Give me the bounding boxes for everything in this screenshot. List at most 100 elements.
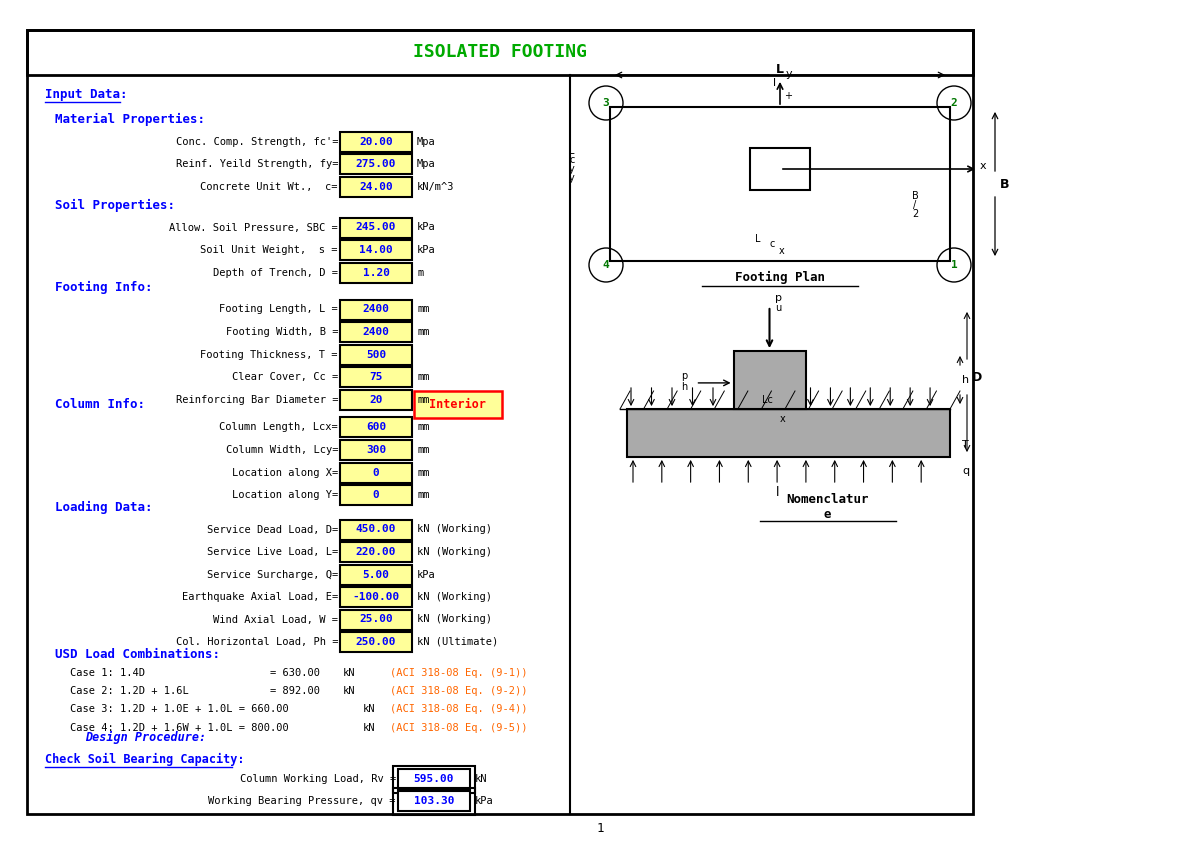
- Text: 595.00: 595.00: [414, 774, 455, 784]
- Text: Soil Unit Weight,  s =: Soil Unit Weight, s =: [200, 245, 338, 255]
- Text: x: x: [779, 246, 785, 256]
- Bar: [340, 610, 412, 629]
- Text: Design Procedure:: Design Procedure:: [85, 730, 206, 744]
- Text: Case 4: 1.2D + 1.6W + 1.0L = 800.00: Case 4: 1.2D + 1.6W + 1.0L = 800.00: [70, 723, 289, 733]
- Text: 3: 3: [602, 98, 610, 108]
- Text: Loading Data:: Loading Data:: [55, 500, 152, 514]
- Bar: [340, 367, 412, 387]
- Text: kN (Working): kN (Working): [418, 525, 492, 535]
- Text: kN: kN: [475, 774, 487, 784]
- Text: c: c: [569, 155, 575, 165]
- Text: B: B: [912, 191, 918, 201]
- Text: mm: mm: [418, 305, 430, 314]
- Text: Allow. Soil Pressure, SBC =: Allow. Soil Pressure, SBC =: [169, 222, 338, 233]
- Text: (ACI 318-08 Eq. (9-2)): (ACI 318-08 Eq. (9-2)): [390, 686, 528, 696]
- Text: 0: 0: [373, 468, 379, 477]
- Text: kN (Ultimate): kN (Ultimate): [418, 637, 498, 647]
- Text: Soil Properties:: Soil Properties:: [55, 199, 175, 211]
- Text: Depth of Trench, D =: Depth of Trench, D =: [214, 267, 338, 278]
- Text: 103.30: 103.30: [414, 796, 455, 806]
- Text: y: y: [569, 173, 575, 183]
- Text: 24.00: 24.00: [359, 182, 392, 192]
- Bar: [340, 542, 412, 562]
- Bar: [340, 262, 412, 283]
- Text: kPa: kPa: [475, 796, 493, 806]
- Bar: [340, 485, 412, 505]
- Bar: [398, 791, 470, 811]
- Bar: [340, 440, 412, 460]
- Text: Nomenclatur: Nomenclatur: [786, 492, 869, 505]
- Text: Input Data:: Input Data:: [46, 87, 127, 100]
- Text: Footing Length, L =: Footing Length, L =: [220, 305, 338, 314]
- Text: Location along Y=: Location along Y=: [232, 490, 338, 500]
- Text: 2400: 2400: [362, 327, 390, 337]
- Text: D: D: [972, 370, 983, 384]
- Bar: [340, 177, 412, 196]
- Bar: [28, 30, 973, 75]
- Text: Footing Info:: Footing Info:: [55, 280, 152, 294]
- Bar: [340, 217, 412, 238]
- Bar: [733, 351, 805, 409]
- Text: Material Properties:: Material Properties:: [55, 112, 205, 126]
- Text: USD Load Combinations:: USD Load Combinations:: [55, 648, 220, 661]
- Bar: [340, 632, 412, 652]
- Bar: [628, 409, 950, 457]
- Bar: [750, 148, 810, 190]
- Text: mm: mm: [418, 395, 430, 404]
- Text: B: B: [1001, 177, 1009, 190]
- Text: Check Soil Bearing Capacity:: Check Soil Bearing Capacity:: [46, 752, 245, 766]
- Text: h: h: [962, 375, 970, 385]
- Text: h: h: [682, 382, 688, 392]
- Text: Wind Axial Load, W =: Wind Axial Load, W =: [214, 615, 338, 625]
- Text: Clear Cover, Cc =: Clear Cover, Cc =: [232, 372, 338, 382]
- Text: 450.00: 450.00: [355, 525, 396, 535]
- Text: kN: kN: [343, 686, 355, 696]
- Text: 25.00: 25.00: [359, 615, 392, 625]
- Text: mm: mm: [418, 372, 430, 382]
- Bar: [28, 30, 973, 814]
- Text: 300: 300: [366, 445, 386, 455]
- Text: /: /: [913, 200, 917, 210]
- Text: y: y: [786, 69, 793, 79]
- Text: kN/m^3: kN/m^3: [418, 182, 455, 192]
- Text: Service Surcharge, Q=: Service Surcharge, Q=: [206, 570, 338, 580]
- Text: Col. Horizontal Load, Ph =: Col. Horizontal Load, Ph =: [175, 637, 338, 647]
- Text: 2400: 2400: [362, 305, 390, 314]
- Text: 20.00: 20.00: [359, 137, 392, 147]
- Text: x: x: [780, 414, 785, 424]
- Text: 1.20: 1.20: [362, 267, 390, 278]
- Text: c: c: [769, 239, 775, 249]
- Text: mm: mm: [418, 490, 430, 500]
- Text: Lc: Lc: [762, 395, 773, 405]
- Text: ISOLATED FOOTING: ISOLATED FOOTING: [413, 43, 587, 61]
- Text: -100.00: -100.00: [353, 592, 400, 602]
- Text: kN: kN: [364, 723, 376, 733]
- Text: Reinforcing Bar Diameter =: Reinforcing Bar Diameter =: [175, 395, 338, 404]
- Bar: [340, 463, 412, 482]
- Bar: [340, 418, 412, 437]
- Bar: [340, 565, 412, 584]
- Bar: [340, 300, 412, 319]
- Bar: [340, 390, 412, 409]
- Text: 250.00: 250.00: [355, 637, 396, 647]
- Text: q: q: [962, 466, 970, 476]
- Bar: [340, 154, 412, 174]
- Text: Case 1: 1.4D: Case 1: 1.4D: [70, 667, 145, 678]
- Text: Service Dead Load, D=: Service Dead Load, D=: [206, 525, 338, 535]
- Text: mm: mm: [418, 327, 430, 337]
- Text: kN (Working): kN (Working): [418, 547, 492, 557]
- Text: Footing Width, B =: Footing Width, B =: [226, 327, 338, 337]
- Text: 0: 0: [373, 490, 379, 500]
- Text: Concrete Unit Wt.,  c=: Concrete Unit Wt., c=: [200, 182, 338, 192]
- Text: Conc. Comp. Strength, fc'=: Conc. Comp. Strength, fc'=: [175, 137, 338, 147]
- Text: kN (Working): kN (Working): [418, 615, 492, 625]
- Text: 1: 1: [950, 260, 958, 270]
- Text: 20: 20: [370, 395, 383, 404]
- Text: kN: kN: [343, 667, 355, 678]
- Text: kPa: kPa: [418, 222, 436, 233]
- Text: L: L: [569, 146, 575, 156]
- Bar: [340, 345, 412, 364]
- Text: 2: 2: [950, 98, 958, 108]
- Text: (ACI 318-08 Eq. (9-4)): (ACI 318-08 Eq. (9-4)): [390, 705, 528, 715]
- Text: m: m: [418, 267, 424, 278]
